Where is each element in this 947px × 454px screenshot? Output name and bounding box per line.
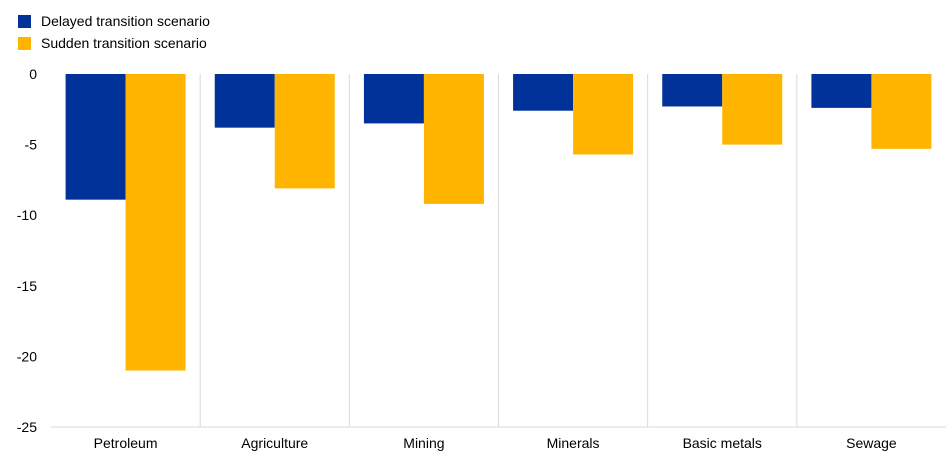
y-tick-label: -10 — [17, 207, 37, 223]
bar-sudden — [871, 74, 932, 149]
bar-sudden — [125, 74, 186, 371]
legend-item-sudden: Sudden transition scenario — [18, 32, 210, 54]
bar-delayed — [363, 74, 424, 124]
bar-sudden — [423, 74, 484, 204]
legend-swatch-sudden — [18, 36, 31, 50]
legend-item-delayed: Delayed transition scenario — [18, 10, 210, 32]
legend-label-delayed: Delayed transition scenario — [41, 13, 210, 29]
y-tick-label: -20 — [17, 348, 37, 364]
bar-delayed — [811, 74, 872, 108]
x-tick-label: Petroleum — [94, 435, 158, 451]
y-tick-label: 0 — [29, 66, 37, 82]
y-tick-label: -25 — [17, 419, 37, 435]
legend-label-sudden: Sudden transition scenario — [41, 35, 207, 51]
legend: Delayed transition scenario Sudden trans… — [18, 10, 210, 54]
bar-delayed — [65, 74, 126, 200]
bar-sudden — [722, 74, 783, 145]
x-tick-label: Minerals — [547, 435, 600, 451]
x-tick-label: Mining — [403, 435, 444, 451]
x-tick-label: Basic metals — [683, 435, 762, 451]
legend-swatch-delayed — [18, 14, 31, 28]
x-tick-label: Sewage — [846, 435, 897, 451]
y-tick-label: -5 — [25, 137, 38, 153]
bar-delayed — [214, 74, 275, 128]
bar-sudden — [274, 74, 335, 189]
bar-delayed — [662, 74, 723, 107]
bar-delayed — [513, 74, 574, 111]
y-tick-label: -15 — [17, 278, 37, 294]
x-tick-label: Agriculture — [241, 435, 308, 451]
bar-sudden — [573, 74, 634, 155]
